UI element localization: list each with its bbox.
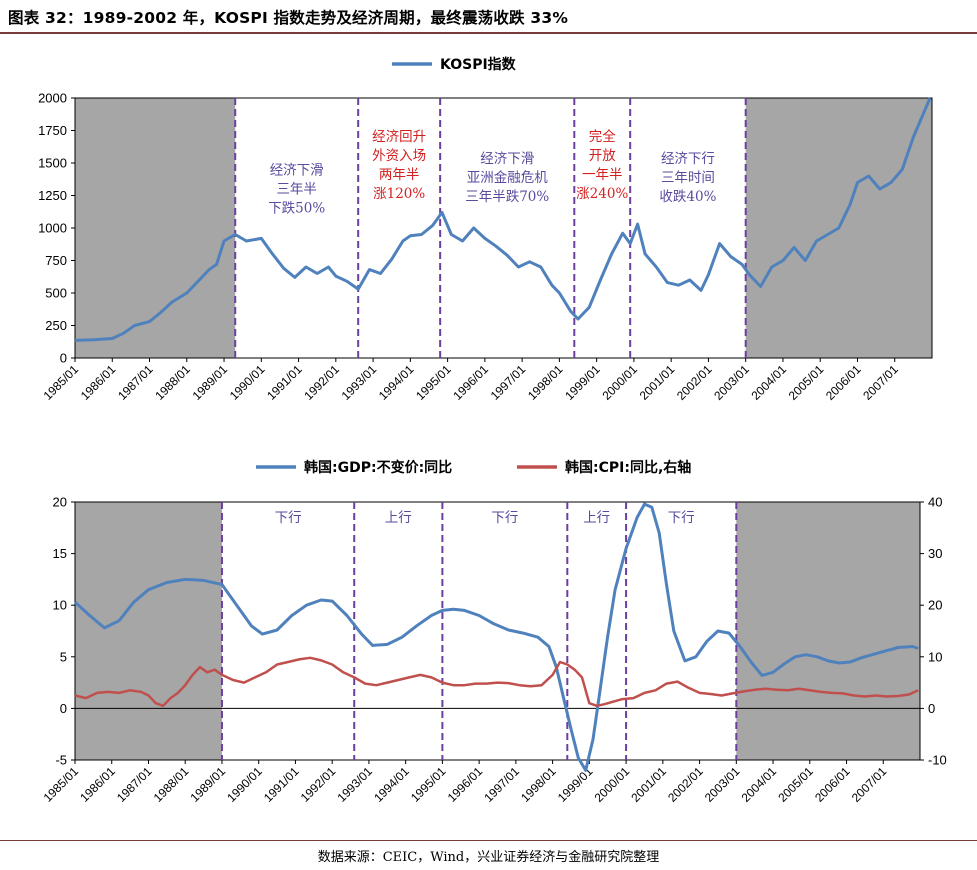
y-tick-label: 0 [60, 351, 67, 366]
y-tick-label: 5 [60, 649, 67, 664]
phase-label: 下行 [275, 510, 302, 526]
period-annotation: 一年半 [582, 167, 623, 183]
x-tick-label: 2000/01 [592, 764, 633, 805]
x-tick-label: 2004/01 [739, 764, 780, 805]
period-annotation: 涨120% [373, 186, 425, 202]
y-tick-label: -5 [55, 753, 67, 768]
y2-tick-label: 30 [928, 546, 942, 561]
period-annotation: 完全 [589, 128, 617, 145]
phase-label: 下行 [491, 510, 518, 526]
x-tick-label: 1992/01 [298, 764, 339, 805]
legend-label-gdp: 韩国:GDP:不变价:同比 [304, 459, 452, 476]
period-annotation: 经济下滑 [270, 163, 324, 179]
plot-frame [74, 501, 921, 761]
period-annotation: 经济下行 [661, 151, 715, 167]
y-tick-label: 15 [53, 546, 67, 561]
source-note: 数据来源：CEIC，Wind，兴业证券经济与金融研究院整理 [317, 850, 660, 865]
cpi-series-line [74, 656, 919, 708]
period-annotation: 两年半 [379, 167, 420, 183]
y2-tick-label: 20 [928, 598, 942, 613]
period-annotation: 收跌40% [659, 189, 716, 205]
period-annotation: 经济下滑 [480, 151, 534, 167]
phase-label: 上行 [385, 510, 412, 526]
phase-label: 上行 [583, 510, 610, 526]
period-annotation: 涨240% [576, 186, 628, 202]
y-tick-label: 250 [45, 318, 67, 333]
x-tick-label: 1991/01 [261, 764, 302, 805]
period-annotation: 下跌50% [268, 201, 325, 217]
figure-title: 图表 32：1989-2002 年，KOSPI 指数走势及经济周期，最终震荡收跌… [8, 9, 569, 27]
period-annotation: 三年时间 [661, 170, 715, 186]
y-tick-label: 1250 [38, 188, 67, 203]
y-tick-label: 1000 [38, 221, 67, 236]
y2-tick-label: -10 [928, 753, 947, 768]
period-annotation: 开放 [589, 148, 617, 164]
y-tick-label: 10 [53, 598, 67, 613]
x-tick-label: 2003/01 [702, 764, 743, 805]
gdp-series-line [73, 502, 919, 772]
x-tick-label: 1988/01 [151, 764, 192, 805]
x-tick-label: 1995/01 [408, 764, 449, 805]
y2-tick-label: 0 [928, 701, 935, 716]
y-tick-label: 20 [53, 495, 67, 510]
source-rule [0, 840, 977, 841]
x-tick-label: 1996/01 [445, 764, 486, 805]
legend-label-kospi: KOSPI指数 [440, 56, 517, 73]
y2-tick-label: 40 [928, 495, 942, 510]
x-tick-label: 1985/01 [41, 764, 82, 805]
shaded-region-0 [75, 98, 236, 358]
x-tick-label: 1997/01 [481, 764, 522, 805]
x-tick-label: 1989/01 [187, 764, 228, 805]
y-tick-label: 1500 [38, 156, 67, 171]
y-tick-label: 2000 [38, 91, 67, 106]
x-tick-label: 1987/01 [114, 764, 155, 805]
x-tick-label: 1998/01 [518, 764, 559, 805]
x-tick-label: 1993/01 [334, 764, 375, 805]
x-tick-label: 1999/01 [555, 764, 596, 805]
legend-label-cpi: 韩国:CPI:同比,右轴 [565, 459, 691, 476]
period-annotation: 外资入场 [372, 148, 426, 164]
kospi-series-line [74, 97, 932, 342]
x-tick-label: 2006/01 [812, 764, 853, 805]
shaded-region-1 [736, 502, 920, 760]
title-rule [0, 32, 977, 34]
y-tick-label: 1750 [38, 123, 67, 138]
y-tick-label: 500 [45, 286, 67, 301]
x-tick-label: 2002/01 [665, 764, 706, 805]
phase-label: 下行 [668, 510, 695, 526]
x-tick-label: 1990/01 [224, 764, 265, 805]
period-annotation: 三年半跌70% [465, 189, 549, 205]
x-tick-label: 2001/01 [628, 764, 669, 805]
x-tick-label: 2005/01 [775, 764, 816, 805]
x-tick-label: 1994/01 [371, 764, 412, 805]
shaded-region-0 [75, 502, 222, 760]
y2-tick-label: 10 [928, 649, 942, 664]
y-tick-label: 750 [45, 253, 67, 268]
x-tick-label: 1986/01 [77, 764, 118, 805]
period-annotation: 亚洲金融危机 [467, 170, 548, 186]
period-annotation: 经济回升 [372, 129, 426, 145]
y-tick-label: 0 [60, 701, 67, 716]
kospi-chart: KOSPI指数025050075010001250150017502000198… [38, 56, 933, 403]
period-annotation: 三年半 [276, 182, 317, 198]
x-tick-label: 2007/01 [849, 764, 890, 805]
